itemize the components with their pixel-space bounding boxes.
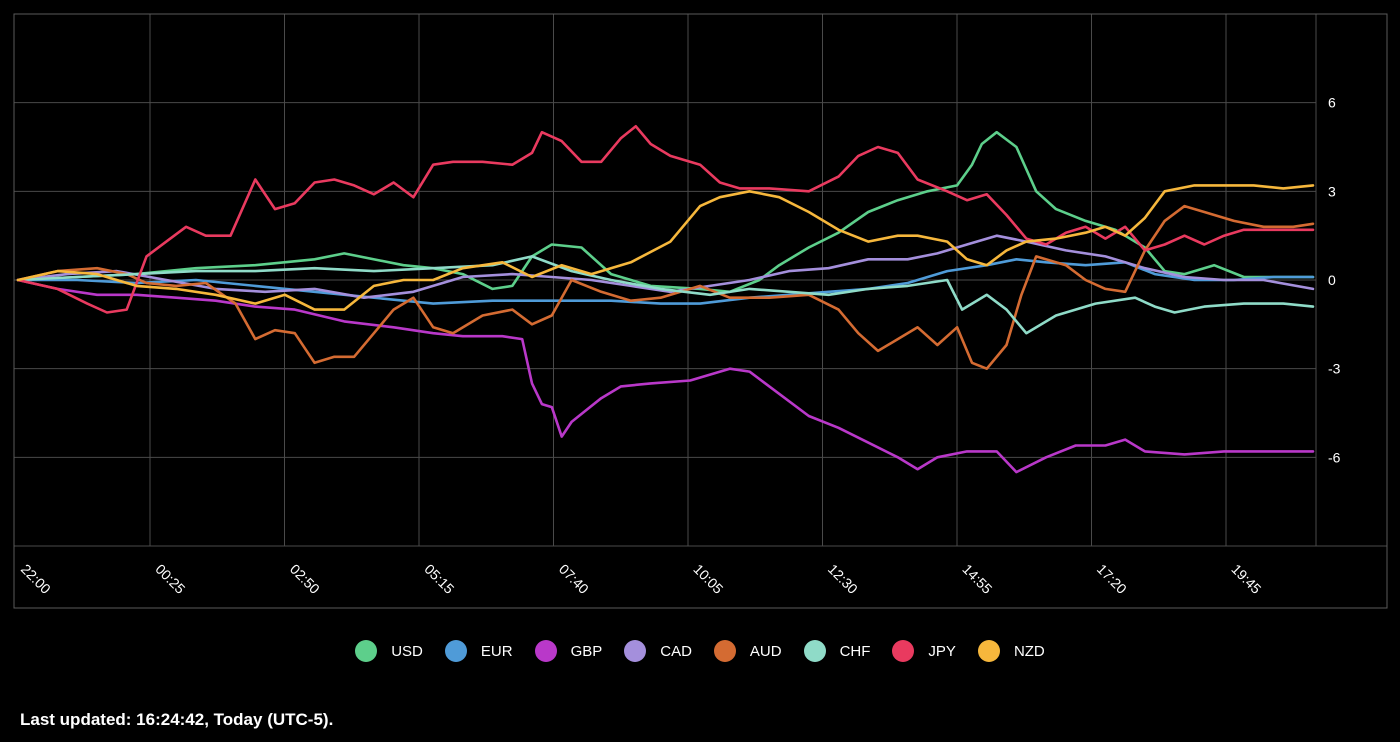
x-tick-label: 14:55 <box>959 561 995 597</box>
legend-label: JPY <box>928 642 956 660</box>
legend-item-cad[interactable]: CAD <box>624 640 692 662</box>
plot-frame <box>13 13 1388 609</box>
x-axis-ticks: 22:00 00:25 02:50 05:15 07:40 10:05 12:30 14:55… <box>18 561 1265 597</box>
last-updated-text: Last updated: 16:24:42, Today (UTC-5). <box>20 710 334 729</box>
legend-swatch <box>444 640 467 662</box>
legend: USD EUR GBP CAD AUD CHF JPY NZD <box>0 640 1400 662</box>
x-tick-label: 12:30 <box>825 561 861 597</box>
legend-label: GBP <box>570 642 603 660</box>
y-tick-label: 0 <box>1328 272 1336 288</box>
legend-item-gbp[interactable]: GBP <box>534 640 603 662</box>
y-axis-ticks: 6 3 0 -3 -6 <box>1328 95 1341 466</box>
series-line-jpy <box>16 125 1315 314</box>
series-line-gbp <box>16 278 1315 474</box>
line-chart: 6 3 0 -3 -6 22:00 00:25 02:50 05:15 07:40 10:05 12… <box>13 13 1388 609</box>
series-line-usd <box>16 130 1315 294</box>
legend-item-nzd[interactable]: NZD <box>977 640 1045 662</box>
x-tick-label: 02:50 <box>287 561 323 597</box>
legend-label: CHF <box>839 642 871 660</box>
legend-swatch <box>713 640 736 662</box>
legend-item-usd[interactable]: USD <box>355 640 423 662</box>
legend-swatch <box>624 640 647 662</box>
series-line-aud <box>16 204 1315 371</box>
legend-item-aud[interactable]: AUD <box>713 640 782 662</box>
y-tick-label: 6 <box>1328 95 1336 111</box>
legend-swatch <box>803 640 826 662</box>
y-tick-label: -6 <box>1328 449 1341 465</box>
x-tick-label: 07:40 <box>556 561 592 597</box>
series-line-nzd <box>16 184 1315 311</box>
legend-swatch <box>534 640 557 662</box>
x-tick-label: 05:15 <box>421 561 457 597</box>
grid <box>14 14 1387 547</box>
y-tick-label: 3 <box>1328 183 1336 199</box>
legend-item-eur[interactable]: EUR <box>444 640 513 662</box>
x-tick-label: 17:20 <box>1094 561 1130 597</box>
y-tick-label: -3 <box>1328 361 1341 377</box>
legend-label: EUR <box>480 642 513 660</box>
x-tick-label: 19:45 <box>1228 561 1264 597</box>
legend-swatch <box>892 640 915 662</box>
legend-swatch <box>977 640 1000 662</box>
legend-label: CAD <box>660 642 692 660</box>
x-tick-label: 22:00 <box>18 561 54 597</box>
legend-label: NZD <box>1013 642 1045 660</box>
x-tick-label: 10:05 <box>690 561 726 597</box>
legend-label: AUD <box>749 642 782 660</box>
legend-item-jpy[interactable]: JPY <box>892 640 956 662</box>
series-lines <box>16 125 1315 474</box>
series-line-chf <box>16 255 1315 335</box>
x-tick-label: 00:25 <box>152 561 188 597</box>
legend-item-chf[interactable]: CHF <box>803 640 871 662</box>
legend-swatch <box>355 640 378 662</box>
legend-label: USD <box>391 642 423 660</box>
series-line-cad <box>16 234 1315 300</box>
